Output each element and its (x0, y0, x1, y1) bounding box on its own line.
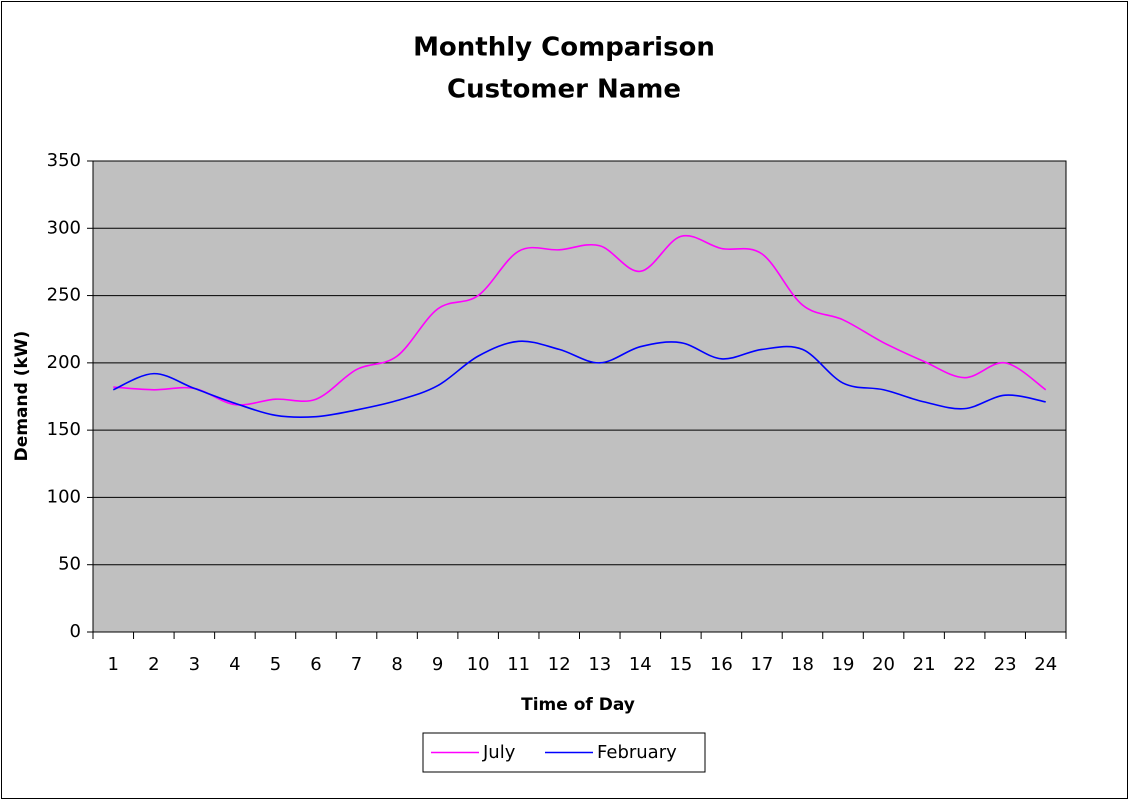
x-tick-label: 22 (953, 654, 976, 675)
y-tick-label: 50 (58, 554, 81, 575)
x-tick-label: 5 (270, 654, 281, 675)
y-tick-label: 150 (47, 419, 81, 440)
y-tick-label: 250 (47, 285, 81, 306)
x-tick-label: 15 (669, 654, 692, 675)
legend-label: July (482, 742, 516, 763)
y-axis-title: Demand (kW) (12, 331, 32, 462)
x-tick-label: 2 (148, 654, 159, 675)
x-tick-label: 12 (548, 654, 571, 675)
x-tick-label: 7 (351, 654, 362, 675)
x-tick-label: 17 (750, 654, 773, 675)
x-axis-title: Time of Day (521, 695, 635, 715)
series-line (112, 340, 1046, 419)
chart-title: Monthly Comparison (413, 33, 715, 63)
x-tick-label: 4 (229, 654, 240, 675)
x-tick-label: 20 (872, 654, 895, 675)
x-tick-label: 14 (629, 654, 652, 675)
x-tick-label: 13 (588, 654, 611, 675)
x-tick-label: 24 (1034, 654, 1057, 675)
x-tick-label: 8 (391, 654, 402, 675)
x-tick-label: 23 (994, 654, 1017, 675)
x-tick-label: 21 (913, 654, 936, 675)
x-tick-label: 6 (310, 654, 321, 675)
legend: July February (422, 732, 706, 773)
y-tick-label: 100 (47, 486, 81, 507)
x-tick-label: 18 (791, 654, 814, 675)
x-tick-label: 9 (432, 654, 443, 675)
y-tick-label: 350 (47, 150, 81, 171)
chart-title: Customer Name (447, 75, 681, 105)
legend-label: February (597, 742, 677, 763)
x-tick-label: 1 (108, 654, 119, 675)
x-tick-label: 19 (832, 654, 855, 675)
y-tick-label: 300 (47, 217, 81, 238)
series-line (113, 234, 1047, 406)
plot-area (93, 161, 1066, 632)
x-tick-label: 11 (507, 654, 530, 675)
x-tick-label: 16 (710, 654, 733, 675)
x-tick-label: 3 (189, 654, 200, 675)
x-tick-label: 10 (467, 654, 490, 675)
y-tick-label: 0 (70, 621, 81, 642)
y-tick-label: 200 (47, 352, 81, 373)
